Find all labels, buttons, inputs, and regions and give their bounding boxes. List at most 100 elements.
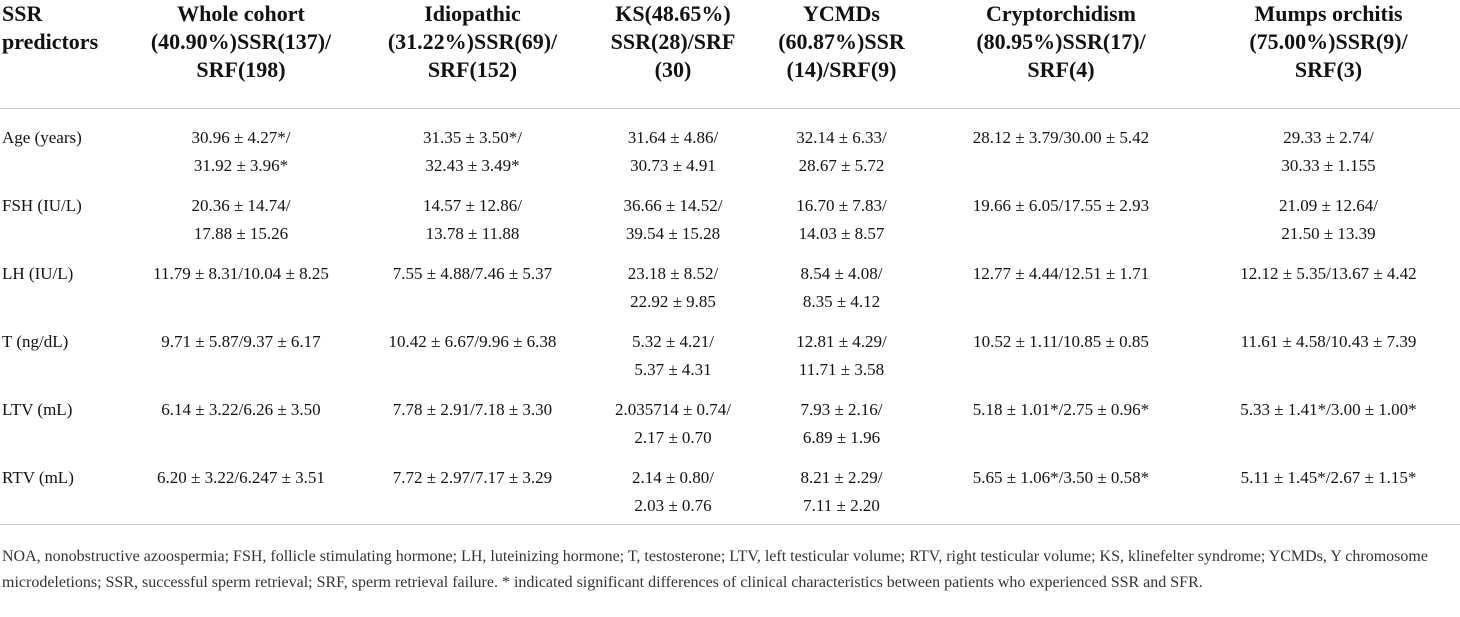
row-label: FSH (IU/L)	[2, 196, 82, 215]
table-row: Age (years) 30.96 ± 4.27*/31.92 ± 3.96* …	[0, 109, 1460, 181]
table-cell: 14.57 ± 12.86/13.78 ± 11.88	[357, 180, 588, 248]
cell-line: 32.14 ± 6.33/	[796, 128, 887, 147]
cell-line: 7.72 ± 2.97/7.17 ± 3.29	[392, 468, 553, 487]
cell-line: 8.35 ± 4.12	[802, 292, 881, 311]
cell-line: 29.33 ± 2.74/	[1283, 128, 1374, 147]
cell-line: 5.65 ± 1.06*/3.50 ± 0.58*	[972, 468, 1150, 487]
row-label: T (ng/dL)	[2, 332, 69, 351]
table-cell: 31.35 ± 3.50*/ 32.43 ± 3.49*	[357, 109, 588, 181]
table-cell: 31.64 ± 4.86/30.73 ± 4.91	[588, 109, 758, 181]
header-line: Mumps orchitis	[1254, 1, 1403, 26]
cell-line: 7.78 ± 2.91/7.18 ± 3.30	[392, 400, 553, 419]
header-line: SRF(3)	[1294, 57, 1363, 82]
table-cell: 11.79 ± 8.31/10.04 ± 8.25	[125, 248, 357, 316]
table-cell: 8.54 ± 4.08/8.35 ± 4.12	[758, 248, 925, 316]
header-line: (75.00%)SSR(9)/	[1249, 29, 1408, 54]
cell-line: 2.14 ± 0.80/	[631, 468, 715, 487]
table-cell: 10.42 ± 6.67/9.96 ± 6.38	[357, 316, 588, 384]
cell-line: 7.55 ± 4.88/7.46 ± 5.37	[392, 264, 553, 283]
table-row: RTV (mL) 6.20 ± 3.22/6.247 ± 3.51 7.72 ±…	[0, 452, 1460, 525]
cell-line: 12.77 ± 4.44/12.51 ± 1.71	[972, 264, 1150, 283]
table-cell: 20.36 ± 14.74/17.88 ± 15.26	[125, 180, 357, 248]
cell-line: 36.66 ± 14.52/	[623, 196, 723, 215]
cell-line: 28.12 ± 3.79/30.00 ± 5.42	[972, 128, 1150, 147]
table-cell: 7.72 ± 2.97/7.17 ± 3.29	[357, 452, 588, 525]
header-cell-cryptorchidism: Cryptorchidism (80.95%)SSR(17)/ SRF(4)	[925, 0, 1197, 109]
header-line: (14)/SRF(9)	[786, 57, 897, 82]
cell-line: 11.71 ± 3.58	[798, 360, 885, 379]
cell-line: 5.32 ± 4.21/	[631, 332, 715, 351]
table-cell: 8.21 ± 2.29/7.11 ± 2.20	[758, 452, 925, 525]
table-footnote: NOA, nonobstructive azoospermia; FSH, fo…	[2, 548, 1428, 591]
row-label: LH (IU/L)	[2, 264, 74, 283]
table-cell: 9.71 ± 5.87/9.37 ± 6.17	[125, 316, 357, 384]
cell-line: 5.33 ± 1.41*/3.00 ± 1.00*	[1240, 400, 1417, 419]
row-label: Age (years)	[2, 128, 82, 147]
cell-line: 16.70 ± 7.83/	[796, 196, 887, 215]
table-header: SSR predictors Whole cohort (40.90%)SSR(…	[0, 0, 1460, 109]
cell-line: 7.93 ± 2.16/	[800, 400, 883, 419]
cell-line: 11.79 ± 8.31/10.04 ± 8.25	[153, 264, 329, 283]
header-line: (30)	[654, 57, 692, 82]
cell-line: 11.61 ± 4.58/10.43 ± 7.39	[1240, 332, 1417, 351]
table-cell: 12.77 ± 4.44/12.51 ± 1.71	[925, 248, 1197, 316]
cell-line: 2.17 ± 0.70	[634, 428, 712, 447]
table-cell: 5.18 ± 1.01*/2.75 ± 0.96*	[925, 384, 1197, 452]
cell-line: 8.54 ± 4.08/	[800, 264, 883, 283]
cell-line: 31.35 ± 3.50*/	[422, 128, 523, 147]
header-cell-predictors: SSR predictors	[0, 0, 125, 109]
cell-line: 5.37 ± 4.31	[634, 360, 712, 379]
cell-line: 6.89 ± 1.96	[802, 428, 881, 447]
header-cell-ks: KS(48.65%) SSR(28)/SRF (30)	[588, 0, 758, 109]
header-line: (80.95%)SSR(17)/	[976, 29, 1146, 54]
cell-line: 28.67 ± 5.72	[798, 156, 885, 175]
cell-line: 5.18 ± 1.01*/2.75 ± 0.96*	[972, 400, 1150, 419]
table-row: FSH (IU/L) 20.36 ± 14.74/17.88 ± 15.26 1…	[0, 180, 1460, 248]
header-line: YCMDs	[803, 1, 880, 26]
cell-line: 14.03 ± 8.57	[798, 224, 885, 243]
table-cell: 5.65 ± 1.06*/3.50 ± 0.58*	[925, 452, 1197, 525]
cell-line: 30.73 ± 4.91	[630, 156, 716, 175]
row-label: LTV (mL)	[2, 400, 73, 419]
table-cell: 5.33 ± 1.41*/3.00 ± 1.00*	[1197, 384, 1460, 452]
cell-line: 12.81 ± 4.29/	[796, 332, 887, 351]
table-cell: 7.55 ± 4.88/7.46 ± 5.37	[357, 248, 588, 316]
header-line: Idiopathic	[424, 1, 521, 26]
table-cell: 30.96 ± 4.27*/ 31.92 ± 3.96*	[125, 109, 357, 181]
table-row: LH (IU/L) 11.79 ± 8.31/10.04 ± 8.25 7.55…	[0, 248, 1460, 316]
table-cell: 19.66 ± 6.05/17.55 ± 2.93	[925, 180, 1197, 248]
cell-line: 31.64 ± 4.86/	[627, 128, 719, 147]
table-cell: 23.18 ± 8.52/22.92 ± 9.85	[588, 248, 758, 316]
cell-line: 6.14 ± 3.22/6.26 ± 3.50	[161, 400, 321, 419]
header-line: SSR(28)/SRF	[610, 29, 736, 54]
table-cell: 28.12 ± 3.79/30.00 ± 5.42	[925, 109, 1197, 181]
table-cell: 5.32 ± 4.21/5.37 ± 4.31	[588, 316, 758, 384]
header-cell-mumps-orchitis: Mumps orchitis (75.00%)SSR(9)/ SRF(3)	[1197, 0, 1460, 109]
table-cell: 21.09 ± 12.64/21.50 ± 13.39	[1197, 180, 1460, 248]
table-cell: 12.81 ± 4.29/11.71 ± 3.58	[758, 316, 925, 384]
cell-line: 30.33 ± 1.155	[1281, 156, 1376, 175]
cell-line: 5.11 ± 1.45*/2.67 ± 1.15*	[1240, 468, 1417, 487]
table-cell: 12.12 ± 5.35/13.67 ± 4.42	[1197, 248, 1460, 316]
table-cell: 2.14 ± 0.80/2.03 ± 0.76	[588, 452, 758, 525]
table-cell: 36.66 ± 14.52/39.54 ± 15.28	[588, 180, 758, 248]
cell-line: 19.66 ± 6.05/17.55 ± 2.93	[972, 196, 1150, 215]
cell-line: 2.03 ± 0.76	[634, 496, 712, 515]
header-cell-whole-cohort: Whole cohort (40.90%)SSR(137)/ SRF(198)	[125, 0, 357, 109]
table-cell: 29.33 ± 2.74/30.33 ± 1.155	[1197, 109, 1460, 181]
header-line: Whole cohort	[177, 1, 305, 26]
header-line: Cryptorchidism	[986, 1, 1136, 26]
header-line: SRF(152)	[427, 57, 518, 82]
table-row: T (ng/dL) 9.71 ± 5.87/9.37 ± 6.17 10.42 …	[0, 316, 1460, 384]
header-line: SRF(4)	[1027, 57, 1095, 82]
table-row: LTV (mL) 6.14 ± 3.22/6.26 ± 3.50 7.78 ± …	[0, 384, 1460, 452]
header-cell-idiopathic: Idiopathic (31.22%)SSR(69)/ SRF(152)	[357, 0, 588, 109]
cell-line: 21.09 ± 12.64/	[1278, 196, 1379, 215]
cell-line: 31.92 ± 3.96*	[193, 156, 289, 175]
header-line: (40.90%)SSR(137)/	[150, 29, 332, 54]
table-cell: 7.93 ± 2.16/6.89 ± 1.96	[758, 384, 925, 452]
cell-line: 39.54 ± 15.28	[625, 224, 721, 243]
header-line: predictors	[2, 29, 99, 54]
table-cell: 10.52 ± 1.11/10.85 ± 0.85	[925, 316, 1197, 384]
